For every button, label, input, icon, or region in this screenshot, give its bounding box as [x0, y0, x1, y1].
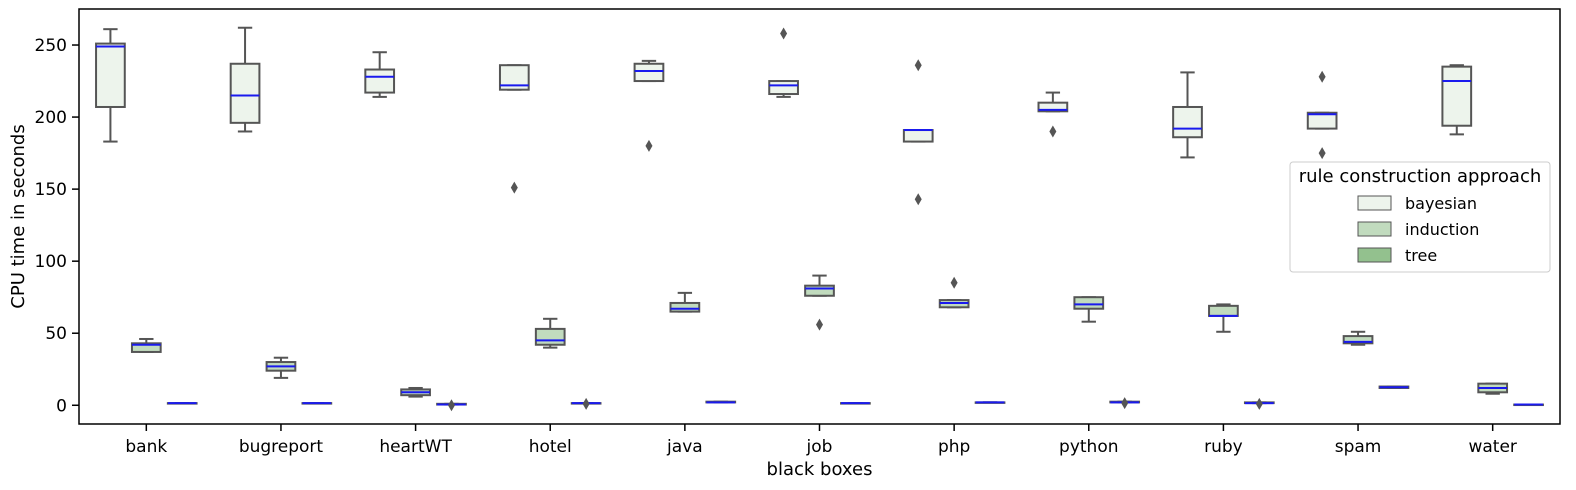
outlier-point — [816, 318, 823, 331]
x-tick-label: water — [1468, 437, 1516, 457]
box-body — [902, 129, 934, 143]
x-axis: bank bugreport heartWT hotel java job php pytho… — [125, 424, 1517, 457]
box-body — [633, 62, 665, 83]
box-tree-water — [1513, 403, 1544, 407]
y-tick-label: 150 — [35, 180, 67, 200]
box-body — [534, 327, 566, 346]
legend-title: rule construction approach — [1299, 166, 1542, 187]
box-body — [1073, 296, 1105, 310]
x-tick-label: job — [806, 437, 833, 457]
x-tick-label: heartWT — [379, 437, 452, 457]
box-induction-bank — [130, 337, 162, 353]
y-axis: 0 50 100 150 200 250 — [35, 36, 79, 416]
legend-label-tree: tree — [1405, 246, 1437, 265]
outlier-point — [510, 181, 518, 194]
box-body — [1441, 65, 1473, 127]
outlier-point — [1318, 147, 1326, 160]
box-bayesian-hotel — [498, 64, 530, 194]
box-induction-python — [1073, 296, 1105, 323]
box-induction-bugreport — [265, 356, 297, 379]
y-axis-label: CPU time in seconds — [8, 124, 29, 308]
box-tree-bugreport — [301, 402, 333, 405]
box-tree-job — [840, 402, 871, 405]
box-tree-spam — [1378, 385, 1410, 389]
box-body — [804, 284, 835, 297]
box-body — [229, 62, 261, 124]
y-tick-label: 200 — [35, 108, 67, 128]
outlier-point — [645, 139, 653, 152]
box-induction-ruby — [1208, 303, 1239, 333]
box-induction-java — [669, 291, 701, 313]
x-tick-label: java — [666, 437, 703, 457]
box-induction-hotel — [534, 317, 566, 349]
outlier-point — [950, 276, 958, 289]
legend-swatch-bayesian — [1357, 195, 1392, 211]
box-tree-hotel — [570, 397, 602, 410]
box-tree-php — [974, 401, 1006, 404]
box-tree-heartWT — [436, 399, 467, 412]
outlier-point — [447, 399, 455, 412]
box-body — [95, 42, 126, 108]
box-induction-php — [938, 276, 970, 309]
box-body — [1037, 101, 1069, 113]
box-tree-ruby — [1243, 397, 1275, 410]
outlier-point — [1049, 125, 1057, 138]
box-bayesian-bugreport — [229, 26, 261, 133]
box-induction-spam — [1342, 330, 1374, 346]
box-bayesian-bank — [95, 28, 126, 143]
outlier-point — [914, 193, 922, 206]
y-tick-label: 50 — [45, 324, 67, 344]
outlier-point — [1318, 70, 1326, 83]
x-tick-label: ruby — [1204, 437, 1243, 457]
box-bayesian-ruby — [1172, 71, 1203, 159]
outlier-point — [1255, 397, 1263, 410]
legend-label-induction: induction — [1405, 220, 1479, 239]
legend-swatch-tree — [1357, 247, 1392, 263]
box-bayesian-python — [1037, 91, 1069, 138]
box-bayesian-heartWT — [364, 51, 396, 98]
outlier-point — [582, 397, 590, 410]
x-tick-label: bank — [125, 437, 167, 457]
box-induction-job — [804, 274, 835, 331]
x-tick-label: spam — [1335, 437, 1382, 457]
x-axis-label: black boxes — [767, 459, 873, 480]
x-tick-label: hotel — [529, 437, 572, 457]
box-induction-water — [1477, 382, 1509, 395]
plot-area — [95, 26, 1544, 412]
legend: rule construction approach bayesian induc… — [1289, 161, 1551, 273]
box-bayesian-php — [902, 59, 934, 206]
box-bayesian-java — [633, 59, 665, 152]
x-tick-label: php — [938, 437, 970, 457]
box-body — [1172, 105, 1203, 139]
legend-box — [1289, 161, 1551, 273]
box-bayesian-water — [1441, 64, 1473, 136]
x-tick-label: python — [1059, 437, 1118, 457]
box-bayesian-job — [768, 27, 799, 98]
y-tick-label: 0 — [56, 396, 67, 416]
box-body — [1208, 304, 1239, 317]
x-tick-label: bugreport — [239, 437, 324, 457]
box-tree-java — [705, 400, 737, 404]
y-tick-label: 100 — [35, 252, 67, 272]
legend-entries: bayesian induction tree — [1357, 194, 1479, 265]
outlier-point — [1121, 397, 1129, 410]
outlier-point — [780, 27, 788, 40]
box-body — [1306, 111, 1338, 130]
box-body — [364, 68, 396, 94]
box-tree-python — [1109, 397, 1141, 410]
box-body — [1342, 335, 1374, 345]
box-induction-heartWT — [400, 386, 431, 398]
box-tree-bank — [166, 402, 198, 405]
box-bayesian-spam — [1306, 70, 1338, 160]
legend-label-bayesian: bayesian — [1405, 194, 1477, 213]
legend-swatch-induction — [1357, 221, 1392, 237]
box-body — [768, 80, 799, 96]
outlier-point — [914, 59, 922, 72]
box-body — [669, 301, 701, 313]
y-tick-label: 250 — [35, 36, 67, 56]
box-body — [130, 342, 162, 353]
